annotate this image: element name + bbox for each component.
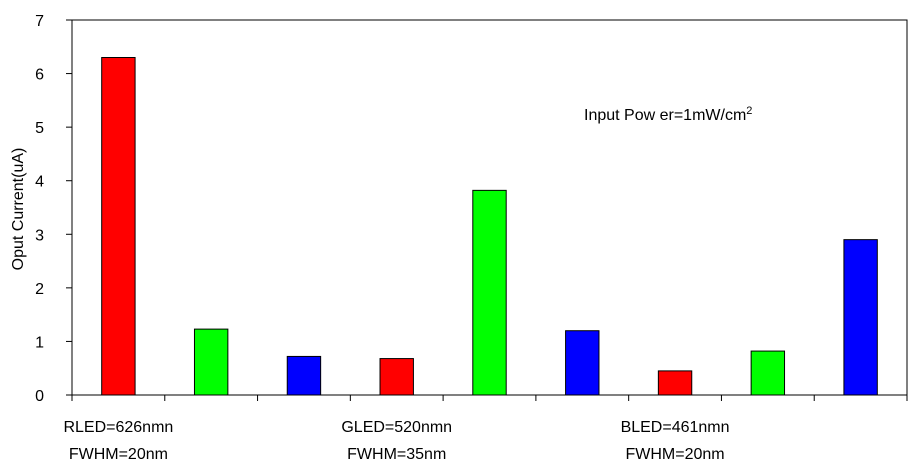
y-tick-label: 4	[35, 174, 44, 191]
bars	[101, 57, 878, 396]
labels: 0 1 2 3 4 5 6 7 RLED=626nmn FWHM=20nm GLED=520nmn F…	[35, 13, 729, 463]
power-annotation-superscript: 2	[746, 105, 752, 117]
bar	[193, 328, 229, 396]
group-label-line1: BLED=461nmn	[621, 419, 730, 436]
power-annotation: Input Pow er=1mW/cm2	[584, 105, 752, 124]
y-tick-label: 2	[35, 281, 44, 298]
y-tick-label: 0	[35, 388, 44, 405]
bar	[657, 370, 693, 396]
group-label-line2: FWHM=35nm	[347, 446, 446, 463]
bar	[565, 330, 600, 396]
power-annotation-text: Input Pow er=1mW/cm	[584, 107, 746, 124]
bar	[379, 358, 414, 396]
y-tick-label: 1	[35, 334, 44, 351]
bar	[472, 189, 507, 396]
y-tick-label: 7	[35, 13, 44, 30]
bar	[750, 350, 786, 396]
group-label-line2: FWHM=20nm	[625, 446, 724, 463]
bar	[286, 355, 322, 396]
y-tick-label: 6	[35, 67, 44, 84]
y-tick-label: 5	[35, 120, 44, 137]
group-label-line2: FWHM=20nm	[69, 446, 168, 463]
group-label-line1: GLED=520nmn	[341, 419, 452, 436]
bar	[101, 57, 136, 396]
bar	[843, 239, 878, 396]
group-label-line1: RLED=626nmn	[63, 419, 173, 436]
y-axis-label: Oput Current(uA)	[10, 148, 27, 271]
y-tick-label: 3	[35, 227, 44, 244]
